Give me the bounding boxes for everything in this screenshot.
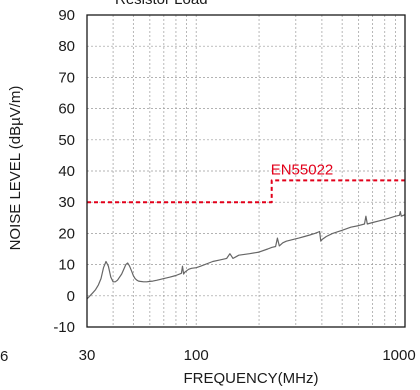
series-layer bbox=[86, 179, 406, 300]
y-tick-labels: -10 0 10 20 30 40 50 60 70 80 90 bbox=[53, 7, 75, 336]
y-tick-label: 60 bbox=[58, 101, 75, 118]
y-tick-label: 80 bbox=[58, 38, 75, 55]
chart-title: Resistor Load bbox=[115, 0, 208, 8]
x-axis-title: FREQUENCY(MHz) bbox=[184, 370, 319, 387]
y-tick-label: 30 bbox=[58, 194, 75, 211]
limit-label-en55022: EN55022 bbox=[271, 161, 334, 178]
left-edge-tick-fragment: 6 bbox=[0, 348, 8, 365]
x-tick-label: 1000 bbox=[382, 347, 415, 364]
grid-lines bbox=[87, 14, 405, 328]
plot-area bbox=[87, 15, 405, 327]
x-tick-label: 100 bbox=[184, 347, 209, 364]
y-tick-label: 20 bbox=[58, 225, 75, 242]
y-tick-label: 70 bbox=[58, 69, 75, 86]
y-axis-title: NOISE LEVEL (dBµV/m) bbox=[7, 86, 24, 251]
y-tick-label: 10 bbox=[58, 257, 75, 274]
limit-line-en55022 bbox=[87, 179, 405, 204]
x-tick-labels: 30 100 1000 bbox=[79, 347, 416, 364]
plot-frame bbox=[86, 14, 406, 328]
y-tick-label: 40 bbox=[58, 163, 75, 180]
noise-level-trace bbox=[86, 211, 406, 300]
y-tick-label: 90 bbox=[58, 7, 75, 24]
y-tick-label: 50 bbox=[58, 132, 75, 149]
y-tick-label: 0 bbox=[67, 288, 75, 305]
y-tick-label: -10 bbox=[53, 319, 75, 336]
x-tick-label: 30 bbox=[79, 347, 96, 364]
